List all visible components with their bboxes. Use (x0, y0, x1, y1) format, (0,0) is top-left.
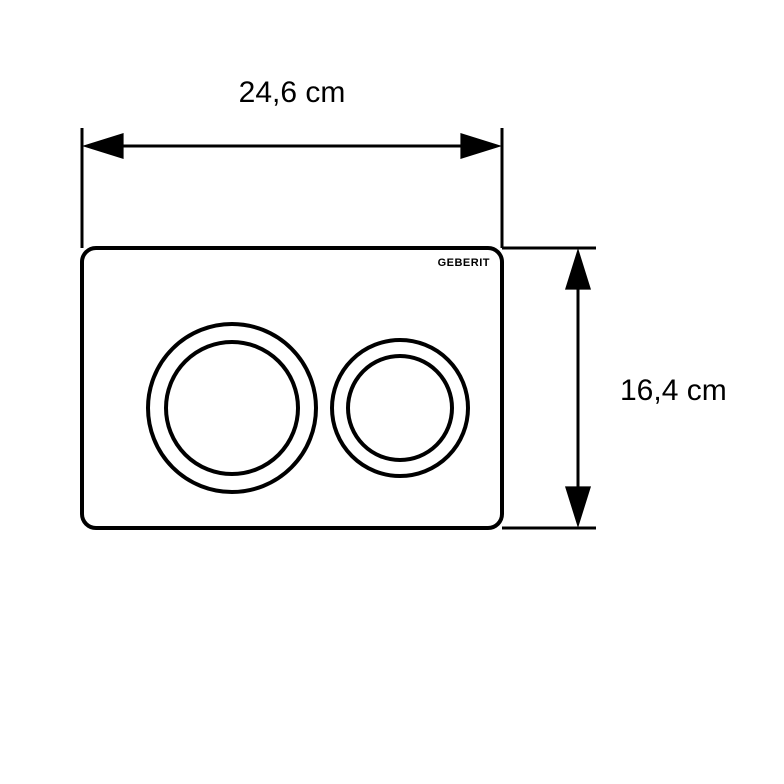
flush-plate-outline (82, 248, 502, 528)
small-flush-button (332, 340, 468, 476)
width-dimension: 24,6 cm (82, 76, 502, 248)
height-dimension: 16,4 cm (502, 248, 727, 528)
width-dimension-label: 24,6 cm (239, 76, 346, 109)
brand-label: GEBERIT (438, 257, 490, 269)
dimension-diagram: 24,6 cm 16,4 cm GEBERIT (0, 0, 784, 784)
height-dimension-label: 16,4 cm (620, 374, 727, 407)
large-flush-button (148, 324, 316, 492)
